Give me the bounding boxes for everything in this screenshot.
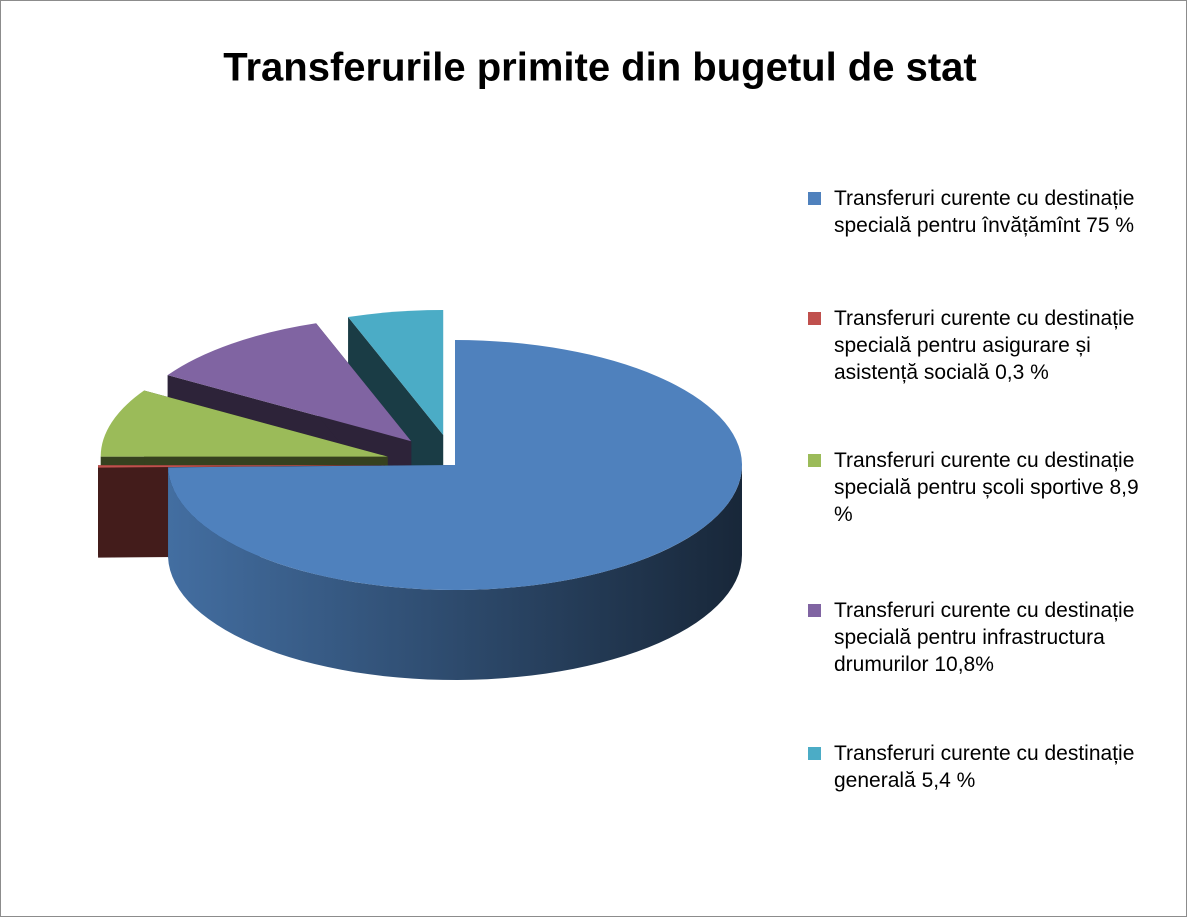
slice-wall <box>168 465 742 680</box>
legend-swatch <box>808 312 821 325</box>
legend-label: Transferuri curente cu destinație specia… <box>834 307 1135 384</box>
legend-label: Transferuri curente cu destinație genera… <box>834 742 1135 792</box>
legend-item: Transferuri curente cu destinație specia… <box>808 447 1168 528</box>
legend-label: Transferuri curente cu destinație specia… <box>834 187 1135 237</box>
legend-item: Transferuri curente cu destinație specia… <box>808 305 1168 386</box>
legend-item: Transferuri curente cu destinație specia… <box>808 597 1168 678</box>
slice-top <box>167 323 412 442</box>
slice-top <box>100 390 388 457</box>
slice-top <box>98 465 386 468</box>
legend-swatch <box>808 192 821 205</box>
slice-top <box>348 309 444 435</box>
legend-swatch <box>808 454 821 467</box>
slice-top <box>168 340 742 590</box>
legend-item: Transferuri curente cu destinație specia… <box>808 185 1168 239</box>
legend-swatch <box>808 604 821 617</box>
chart-title: Transferurile primite din bugetul de sta… <box>223 46 976 90</box>
legend-label: Transferuri curente cu destinație specia… <box>834 449 1139 526</box>
legend-label: Transferuri curente cu destinație specia… <box>834 599 1135 676</box>
legend-swatch <box>808 747 821 760</box>
legend-item: Transferuri curente cu destinație genera… <box>808 740 1168 794</box>
